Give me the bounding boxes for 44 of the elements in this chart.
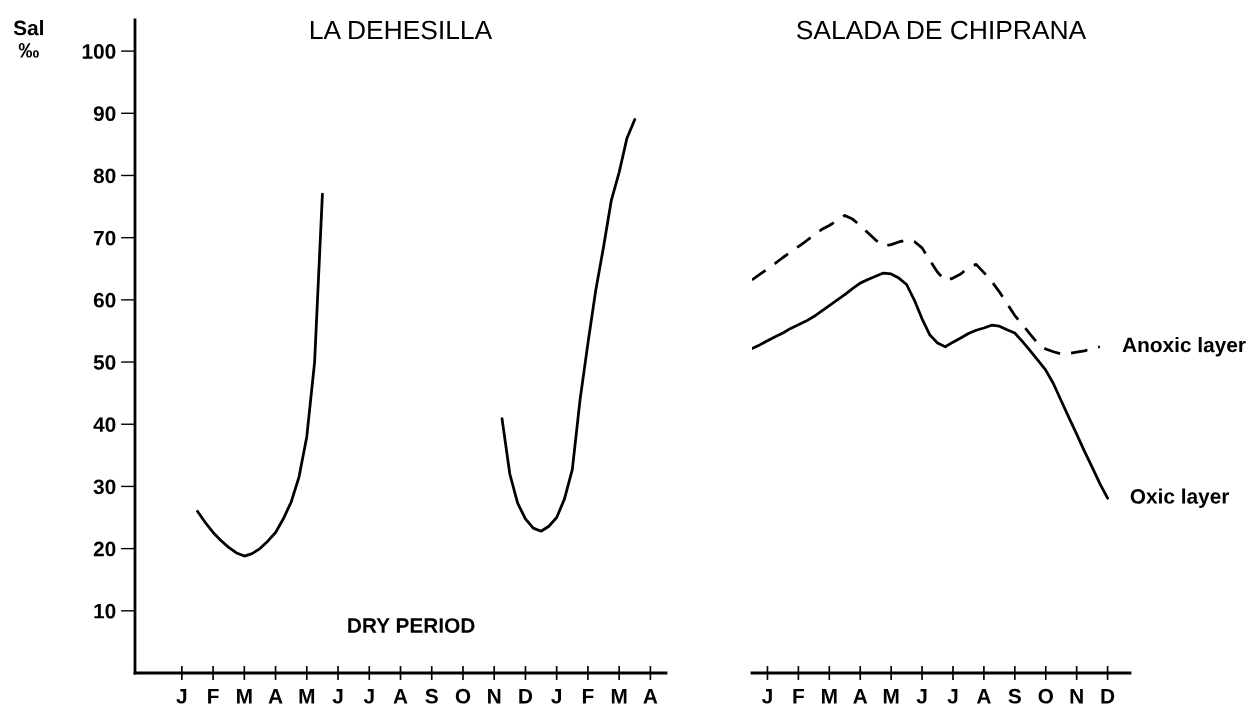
y-tick-label: 30: [93, 479, 116, 495]
x-tick-label: J: [761, 689, 772, 704]
x-tick-label: F: [793, 689, 804, 704]
annotation: DRY PERIOD: [348, 618, 475, 633]
y-tick-label: 10: [94, 603, 116, 619]
series-label: Oxic layer: [1130, 488, 1230, 508]
y-tick-label: 50: [93, 355, 116, 370]
x-tick-label: J: [947, 689, 958, 704]
y-axis-title: Sal ‰: [13, 20, 43, 58]
chart-title: SALADA DE CHIPRANA: [797, 20, 1087, 40]
x-tick-label: M: [822, 689, 837, 704]
y-tick-label: 80: [93, 168, 116, 184]
x-tick-label: A: [643, 689, 658, 704]
y-tick-label: 40: [93, 417, 116, 432]
x-tick-label: O: [455, 688, 471, 704]
y-tick-label: 100: [82, 44, 116, 59]
x-tick-label: J: [916, 689, 927, 704]
x-tick-label: A: [976, 689, 991, 704]
y-tick-label: 70: [93, 230, 116, 246]
x-tick-label: A: [393, 689, 408, 704]
chart-title: LA DEHESILLA: [310, 20, 493, 40]
x-tick-label: A: [268, 689, 283, 704]
x-tick-label: M: [611, 689, 627, 704]
y-tick-label: 20: [93, 541, 116, 557]
series-label: Anoxic layer: [1122, 337, 1246, 357]
x-tick-label: D: [519, 689, 533, 704]
x-tick-label: F: [208, 689, 219, 704]
x-tick-label: J: [332, 689, 343, 704]
x-tick-label: O: [1038, 688, 1053, 704]
x-tick-label: N: [488, 689, 501, 704]
y-tick-label: 90: [93, 106, 116, 122]
x-tick-label: J: [176, 689, 187, 704]
x-tick-label: J: [551, 689, 562, 704]
x-tick-label: S: [1008, 688, 1021, 704]
y-tick-label: 60: [93, 292, 116, 308]
x-tick-label: M: [883, 689, 899, 704]
x-tick-label: F: [582, 689, 594, 704]
x-tick-label: M: [237, 689, 252, 704]
x-tick-label: J: [363, 689, 374, 704]
x-tick-label: D: [1101, 689, 1115, 704]
x-tick-label: N: [1070, 689, 1083, 704]
x-tick-label: S: [425, 688, 438, 704]
x-tick-label: A: [853, 689, 868, 704]
x-tick-label: M: [299, 689, 315, 704]
